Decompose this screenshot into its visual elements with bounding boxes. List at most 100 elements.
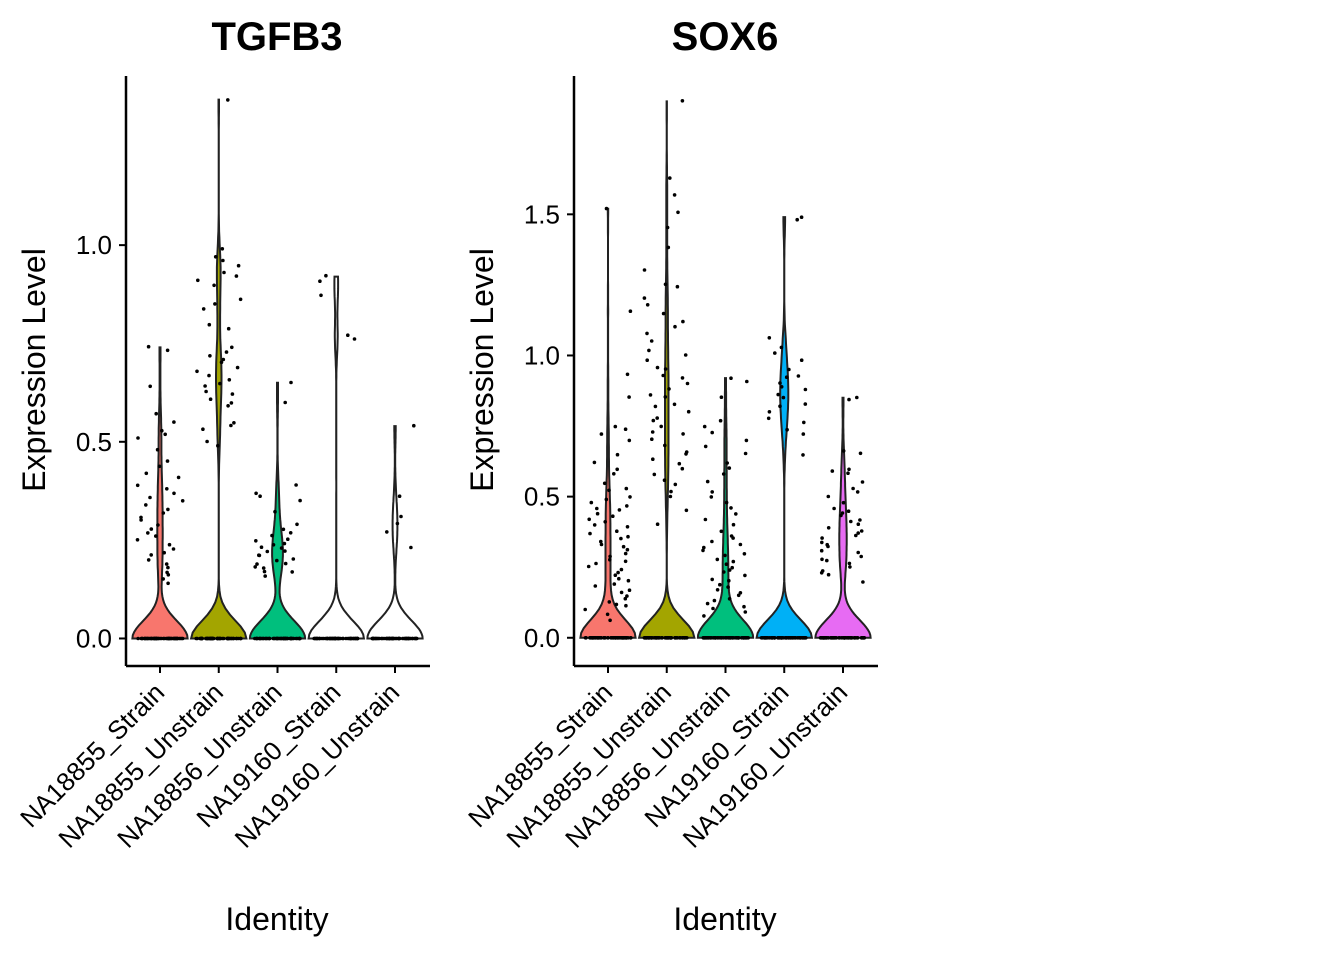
data-point	[860, 636, 864, 640]
data-point	[212, 283, 216, 288]
violin-NA18855_Strain	[131, 346, 189, 640]
y-tick-label: 1.5	[524, 199, 560, 229]
data-point	[655, 522, 660, 526]
data-point	[801, 453, 805, 457]
data-point	[702, 424, 707, 429]
data-point	[350, 636, 354, 641]
data-point	[727, 568, 732, 572]
data-point	[207, 322, 212, 327]
data-point	[594, 561, 598, 566]
data-point	[625, 504, 629, 508]
data-point	[824, 636, 829, 640]
data-point	[295, 522, 299, 527]
data-point	[627, 395, 631, 399]
data-point	[705, 479, 710, 484]
data-point	[842, 636, 847, 640]
data-point	[213, 254, 218, 259]
data-point	[283, 636, 288, 641]
data-point	[148, 495, 152, 500]
data-point	[665, 636, 669, 640]
data-point	[733, 636, 737, 640]
data-point	[626, 578, 631, 583]
data-point	[681, 319, 685, 324]
data-point	[139, 636, 144, 641]
data-point	[703, 444, 708, 449]
data-point	[162, 550, 166, 555]
data-point	[615, 467, 619, 472]
data-point	[136, 436, 140, 440]
data-point	[724, 500, 729, 505]
x-axis-title: Identity	[673, 901, 776, 937]
data-point	[621, 544, 626, 549]
data-point	[741, 636, 746, 640]
data-point	[727, 597, 732, 601]
data-point	[680, 636, 685, 640]
data-point	[148, 384, 152, 389]
data-point	[270, 533, 274, 538]
data-point	[606, 636, 610, 640]
data-point	[608, 618, 612, 623]
data-point	[166, 565, 170, 570]
data-point	[617, 576, 621, 581]
data-point	[652, 472, 657, 477]
data-point	[613, 636, 618, 640]
data-point	[610, 636, 615, 640]
data-point	[604, 206, 609, 211]
data-point	[291, 557, 296, 561]
data-point	[803, 387, 808, 392]
data-point	[648, 393, 653, 397]
data-point	[608, 557, 612, 562]
data-point	[852, 636, 857, 640]
data-point	[710, 430, 714, 435]
data-point	[155, 636, 159, 641]
data-point	[218, 381, 222, 386]
data-point	[258, 636, 263, 641]
data-point	[680, 466, 685, 471]
data-point	[615, 452, 620, 457]
data-point	[663, 395, 668, 399]
data-point	[651, 418, 656, 423]
data-point	[620, 636, 625, 640]
data-point	[832, 506, 836, 511]
data-point	[681, 432, 685, 436]
data-point	[729, 506, 733, 510]
data-point	[731, 536, 735, 540]
data-point	[161, 577, 165, 581]
data-point	[703, 517, 708, 522]
data-point	[773, 351, 777, 355]
data-point	[736, 593, 741, 598]
data-point	[589, 500, 594, 505]
data-point	[156, 523, 160, 527]
data-point	[766, 636, 770, 640]
data-point	[785, 427, 789, 432]
data-point	[726, 585, 730, 589]
data-point	[338, 636, 343, 641]
data-point	[645, 303, 650, 307]
data-point	[164, 562, 169, 566]
data-point	[839, 513, 843, 518]
data-point	[729, 376, 733, 381]
violin-NA19160_Strain	[755, 216, 814, 639]
data-point	[221, 357, 226, 362]
data-point	[352, 337, 357, 341]
data-point	[165, 348, 170, 353]
y-tick-label: 0.5	[524, 482, 560, 512]
data-point	[258, 494, 262, 499]
data-point	[800, 636, 805, 640]
data-point	[628, 309, 633, 314]
data-point	[146, 344, 151, 349]
data-point	[238, 297, 243, 302]
data-point	[680, 376, 685, 380]
data-point	[595, 511, 600, 516]
data-point	[216, 443, 220, 448]
data-point	[645, 358, 649, 363]
data-point	[254, 539, 258, 543]
data-point	[672, 402, 677, 407]
data-point	[162, 636, 166, 641]
data-point	[234, 636, 239, 641]
data-point	[676, 210, 680, 215]
data-point	[165, 487, 169, 491]
data-point	[196, 278, 200, 283]
